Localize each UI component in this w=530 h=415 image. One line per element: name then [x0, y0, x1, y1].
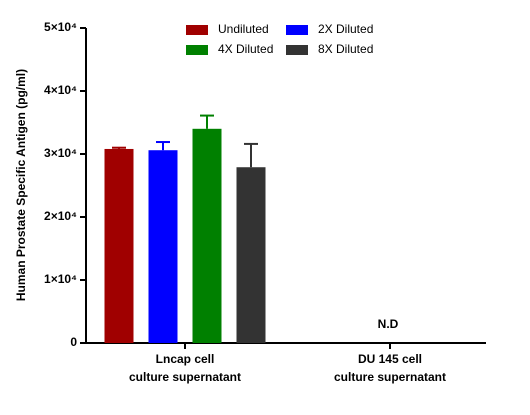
annotation: N.D	[378, 317, 399, 331]
bar	[192, 128, 222, 343]
bar	[148, 150, 178, 343]
x-tick-label: DU 145 cell	[358, 352, 422, 366]
x-tick-label: culture supernatant	[129, 370, 241, 384]
x-tick-label: Lncap cell	[156, 352, 215, 366]
y-tick-label: 1×10⁴	[44, 272, 77, 286]
y-tick-label: 0	[70, 335, 77, 349]
y-tick-label: 3×10⁴	[44, 146, 77, 160]
legend-label: 8X Diluted	[318, 42, 373, 56]
y-axis-label: Human Prostate Specific Antigen (pg/ml)	[14, 69, 28, 301]
legend-label: Undiluted	[218, 22, 269, 36]
legend-swatch	[286, 45, 308, 55]
bar	[104, 148, 134, 343]
bar	[236, 167, 266, 343]
x-tick-label: culture supernatant	[334, 370, 446, 384]
legend-swatch	[286, 25, 308, 35]
legend-swatch	[186, 25, 208, 35]
legend-label: 4X Diluted	[218, 42, 273, 56]
legend-label: 2X Diluted	[318, 22, 373, 36]
y-tick-label: 4×10⁴	[44, 83, 77, 97]
legend-swatch	[186, 45, 208, 55]
y-tick-label: 2×10⁴	[44, 209, 77, 223]
y-tick-label: 5×10⁴	[44, 20, 77, 34]
